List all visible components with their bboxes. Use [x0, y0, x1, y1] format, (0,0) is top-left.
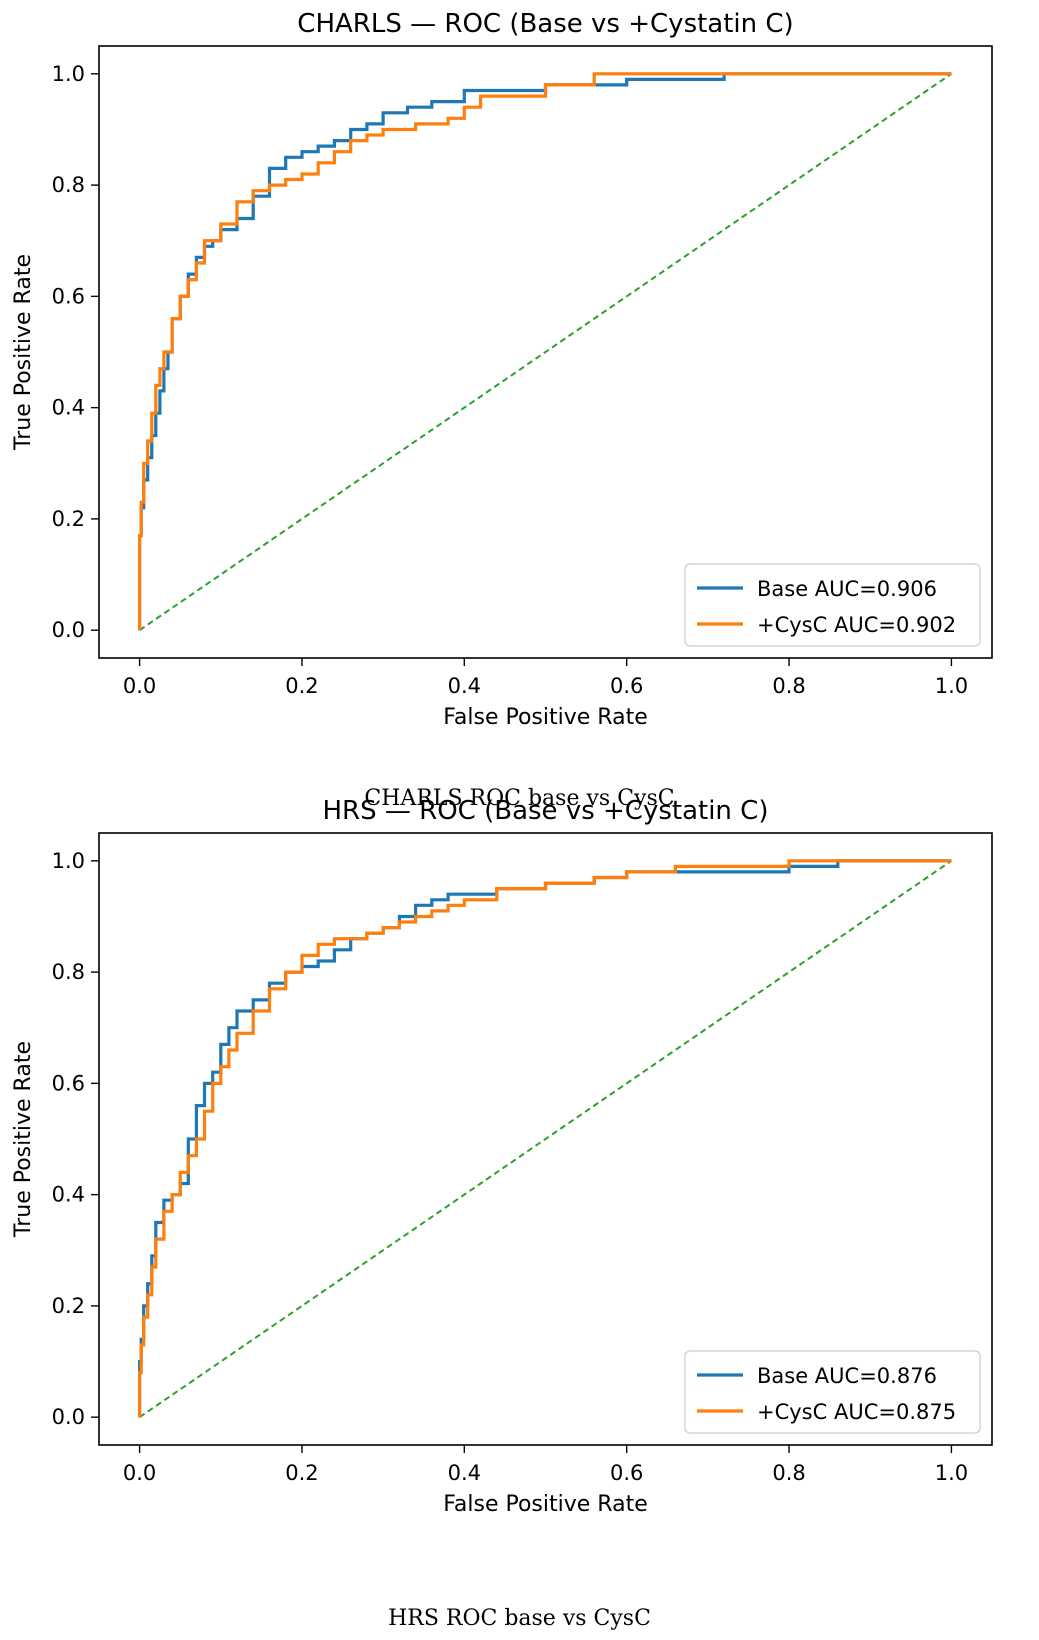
legend-box — [684, 563, 981, 647]
y-tick-label: 0.8 — [52, 960, 85, 984]
y-axis-label: True Positive Rate — [11, 1041, 36, 1238]
y-tick-label: 0.2 — [52, 507, 85, 531]
legend: Base AUC=0.876 +CysC AUC=0.875 — [684, 1350, 981, 1434]
x-tick-label: 0.0 — [123, 1461, 156, 1485]
x-tick-label: 0.8 — [772, 674, 805, 698]
plot-frame — [98, 45, 993, 659]
x-tick-label: 0.6 — [610, 674, 643, 698]
x-axis-label: False Positive Rate — [443, 1492, 647, 1517]
y-tick-label: 1.0 — [52, 849, 85, 873]
legend-box — [684, 1350, 981, 1434]
legend: Base AUC=0.906 +CysC AUC=0.902 — [684, 563, 981, 647]
chart-title: CHARLS — ROC (Base vs +Cystatin C) — [297, 9, 793, 39]
chance-line — [139, 859, 952, 1419]
cysc-roc-line — [138, 72, 952, 631]
plot-area — [138, 72, 952, 632]
y-axis-label: True Positive Rate — [11, 254, 36, 451]
plot-frame — [98, 832, 993, 1446]
caption-charls: CHARLS ROC base vs CysC — [364, 786, 675, 811]
x-tick-label: 0.8 — [772, 1461, 805, 1485]
x-tick-label: 0.2 — [285, 1461, 318, 1485]
y-tick-label: 0.0 — [52, 618, 85, 642]
chance-line — [139, 72, 952, 632]
y-tick-label: 1.0 — [52, 62, 85, 86]
legend-label-base: Base AUC=0.906 — [757, 577, 937, 601]
x-tick-label: 0.6 — [610, 1461, 643, 1485]
x-tick-label: 1.0 — [935, 674, 968, 698]
y-tick-label: 0.4 — [52, 1183, 85, 1207]
hrs-roc-chart: HRS — ROC (Base vs +Cystatin C) 0.0 0.2 0.4… — [11, 796, 993, 1517]
x-tick-label: 0.4 — [448, 674, 481, 698]
cysc-roc-line — [138, 859, 952, 1418]
x-tick-label: 0.4 — [448, 1461, 481, 1485]
x-axis-label: False Positive Rate — [443, 705, 647, 730]
y-tick-label: 0.6 — [52, 284, 85, 308]
x-tick-label: 0.2 — [285, 674, 318, 698]
chart-title: HRS — ROC (Base vs +Cystatin C) — [323, 796, 769, 826]
y-tick-label: 0.0 — [52, 1405, 85, 1429]
y-tick-label: 0.6 — [52, 1071, 85, 1095]
x-tick-label: 0.0 — [123, 674, 156, 698]
legend-label-cysc: +CysC AUC=0.902 — [757, 613, 956, 637]
legend-label-cysc: +CysC AUC=0.875 — [757, 1400, 956, 1424]
x-tick-label: 1.0 — [935, 1461, 968, 1485]
legend-label-base: Base AUC=0.876 — [757, 1364, 937, 1388]
y-tick-label: 0.2 — [52, 1294, 85, 1318]
charls-roc-chart: CHARLS — ROC (Base vs +Cystatin C) 0.0 0.2… — [11, 9, 993, 730]
y-tick-label: 0.4 — [52, 396, 85, 420]
y-tick-label: 0.8 — [52, 173, 85, 197]
plot-area — [138, 859, 952, 1419]
caption-hrs: HRS ROC base vs CysC — [388, 1606, 651, 1631]
